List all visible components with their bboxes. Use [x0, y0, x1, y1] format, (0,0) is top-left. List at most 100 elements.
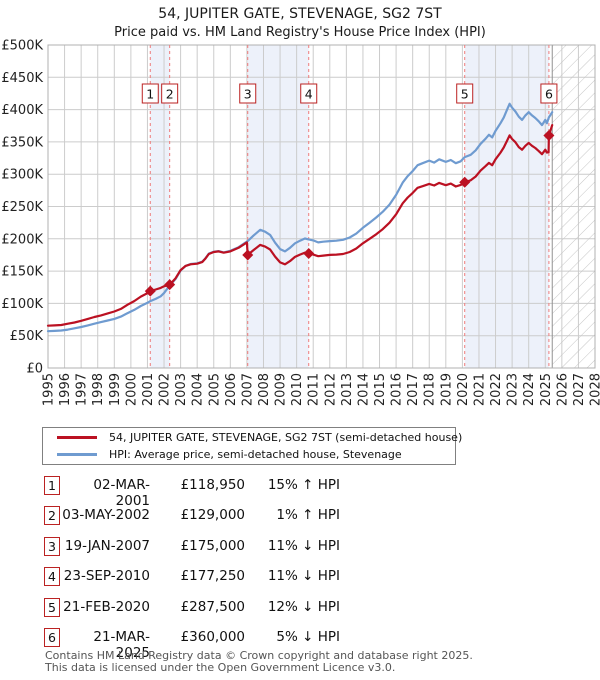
y-axis-tick-label: £100K	[1, 297, 43, 312]
legend-label: HPI: Average price, semi-detached house,…	[109, 448, 402, 462]
y-axis-tick-label: £250K	[1, 200, 43, 215]
sale-number-badge: 4	[44, 567, 60, 586]
sale-number-box-label: 4	[305, 87, 313, 102]
sale-date: 19-JAN-2007	[64, 538, 150, 554]
sale-marker-diamond	[543, 129, 555, 141]
x-axis-tick-label: 2016	[390, 373, 405, 406]
sale-date: 21-MAR-2025	[93, 629, 150, 661]
sale-price: £118,950	[180, 477, 245, 493]
x-axis-tick-label: 2008	[257, 373, 272, 406]
y-axis-tick-label: £350K	[1, 135, 43, 150]
sale-hpi-delta: 1% ↑ HPI	[276, 507, 340, 523]
sale-date: 02-MAR-2001	[93, 477, 150, 509]
x-axis-tick-label: 2023	[506, 373, 521, 406]
sale-price: £287,500	[180, 599, 245, 615]
x-axis-tick-label: 1995	[42, 373, 57, 406]
table-row: 4 23-SEP-2010 £177,250 11% ↓ HPI	[0, 567, 600, 587]
sale-marker-diamond	[164, 279, 176, 291]
x-axis-tick-label: 2002	[158, 373, 173, 406]
x-axis-tick-label: 2005	[207, 373, 222, 406]
plot-frame	[47, 44, 596, 369]
table-row: 1 02-MAR-2001 £118,950 15% ↑ HPI	[0, 476, 600, 509]
sale-number-box-label: 6	[545, 87, 553, 102]
table-row: 3 19-JAN-2007 £175,000 11% ↓ HPI	[0, 537, 600, 557]
sale-number-box	[540, 83, 558, 104]
legend-item-price-paid: 54, JUPITER GATE, STEVENAGE, SG2 7ST (se…	[49, 430, 462, 445]
y-axis-tick-label: £0	[26, 362, 43, 377]
sale-marker-diamond	[303, 247, 315, 259]
y-axis-tick-label: £400K	[1, 103, 43, 118]
sale-hpi-delta: 12% ↓ HPI	[267, 599, 340, 615]
x-axis-tick-label: 2004	[191, 373, 206, 406]
x-axis-tick-label: 2018	[423, 373, 438, 406]
table-row: 2 03-MAY-2002 £129,000 1% ↑ HPI	[0, 506, 600, 526]
sale-number-box-label: 2	[166, 87, 174, 102]
x-axis-tick-label: 2019	[439, 373, 454, 406]
x-axis-tick-label: 2003	[174, 373, 189, 406]
x-axis-tick-label: 1996	[58, 373, 73, 406]
sale-number-badge: 5	[44, 598, 60, 617]
footer-line-2: This data is licensed under the Open Gov…	[45, 661, 396, 674]
copyright-footer: Contains HM Land Registry data © Crown c…	[45, 650, 585, 674]
x-axis-tick-label: 2021	[472, 373, 487, 406]
x-axis-tick-label: 2007	[240, 373, 255, 406]
x-axis-tick-label: 2000	[124, 373, 139, 406]
sale-date: 21-FEB-2020	[63, 599, 150, 615]
price-line-swatch	[57, 435, 97, 439]
y-axis-tick-label: £200K	[1, 232, 43, 247]
table-row: 5 21-FEB-2020 £287,500 12% ↓ HPI	[0, 598, 600, 618]
x-axis-tick-label: 2022	[489, 373, 504, 406]
sale-hpi-delta: 11% ↓ HPI	[267, 538, 340, 554]
y-axis-tick-label: £50K	[10, 329, 44, 344]
x-axis-tick-label: 1997	[75, 373, 90, 406]
x-axis-tick-label: 2027	[572, 373, 587, 406]
x-axis-tick-label: 2013	[340, 373, 355, 406]
sale-marker-diamond	[459, 176, 471, 188]
page-subtitle: Price paid vs. HM Land Registry's House …	[114, 25, 486, 40]
x-axis-tick-label: 2015	[373, 373, 388, 406]
x-axis-tick-label: 2014	[356, 373, 371, 406]
sale-price: £175,000	[180, 538, 245, 554]
sale-number-box	[300, 83, 318, 104]
sale-number-box	[141, 83, 159, 104]
x-axis-tick-label: 2010	[290, 373, 305, 406]
y-axis-tick-label: £300K	[1, 168, 43, 183]
hpi-line-swatch	[57, 453, 97, 457]
sale-number-box-label: 1	[146, 87, 154, 102]
sale-number-box	[456, 83, 474, 104]
chart-legend: 54, JUPITER GATE, STEVENAGE, SG2 7ST (se…	[42, 427, 462, 465]
future-no-data-region	[552, 45, 595, 368]
sale-date: 03-MAY-2002	[62, 507, 150, 523]
x-axis-tick-label: 2006	[224, 373, 239, 406]
x-axis-tick-label: 2009	[274, 373, 289, 406]
sale-hpi-delta: 15% ↑ HPI	[267, 477, 340, 493]
x-axis-tick-label: 1999	[108, 373, 123, 406]
x-axis-tick-label: 1998	[91, 373, 106, 406]
y-axis-tick-label: £450K	[1, 71, 43, 86]
sale-number-badge: 6	[44, 628, 60, 647]
sale-number-box	[161, 83, 179, 104]
sale-number-box-label: 5	[461, 87, 469, 102]
table-row: 6 21-MAR-2025 £360,000 5% ↓ HPI	[0, 628, 600, 661]
page-title: 54, JUPITER GATE, STEVENAGE, SG2 7ST	[158, 6, 442, 22]
sale-number-box-label: 3	[244, 87, 252, 102]
sale-price: £360,000	[180, 629, 245, 645]
legend-label: 54, JUPITER GATE, STEVENAGE, SG2 7ST (se…	[109, 430, 463, 444]
sale-price: £129,000	[180, 507, 245, 523]
x-axis-tick-label: 2012	[323, 373, 338, 406]
sale-number-badge: 1	[44, 476, 60, 495]
hpi-line	[46, 102, 554, 333]
x-axis-tick-label: 2025	[539, 373, 554, 406]
sale-marker-diamond	[242, 249, 254, 261]
sale-hpi-delta: 5% ↓ HPI	[276, 629, 340, 645]
sale-date: 23-SEP-2010	[63, 568, 150, 584]
sale-number-badge: 2	[44, 506, 60, 525]
sale-number-badge: 3	[44, 537, 60, 556]
sale-number-box	[239, 83, 257, 104]
x-axis-tick-label: 2001	[141, 373, 156, 406]
sale-price: £177,250	[180, 568, 245, 584]
price-history-chart: 1 2 3 4 5 6 £0 £50K £100K £150K £200K £250K £300K £35…	[1, 39, 600, 407]
y-axis-tick-label: £150K	[1, 265, 43, 280]
x-axis-tick-label: 2011	[307, 373, 322, 406]
